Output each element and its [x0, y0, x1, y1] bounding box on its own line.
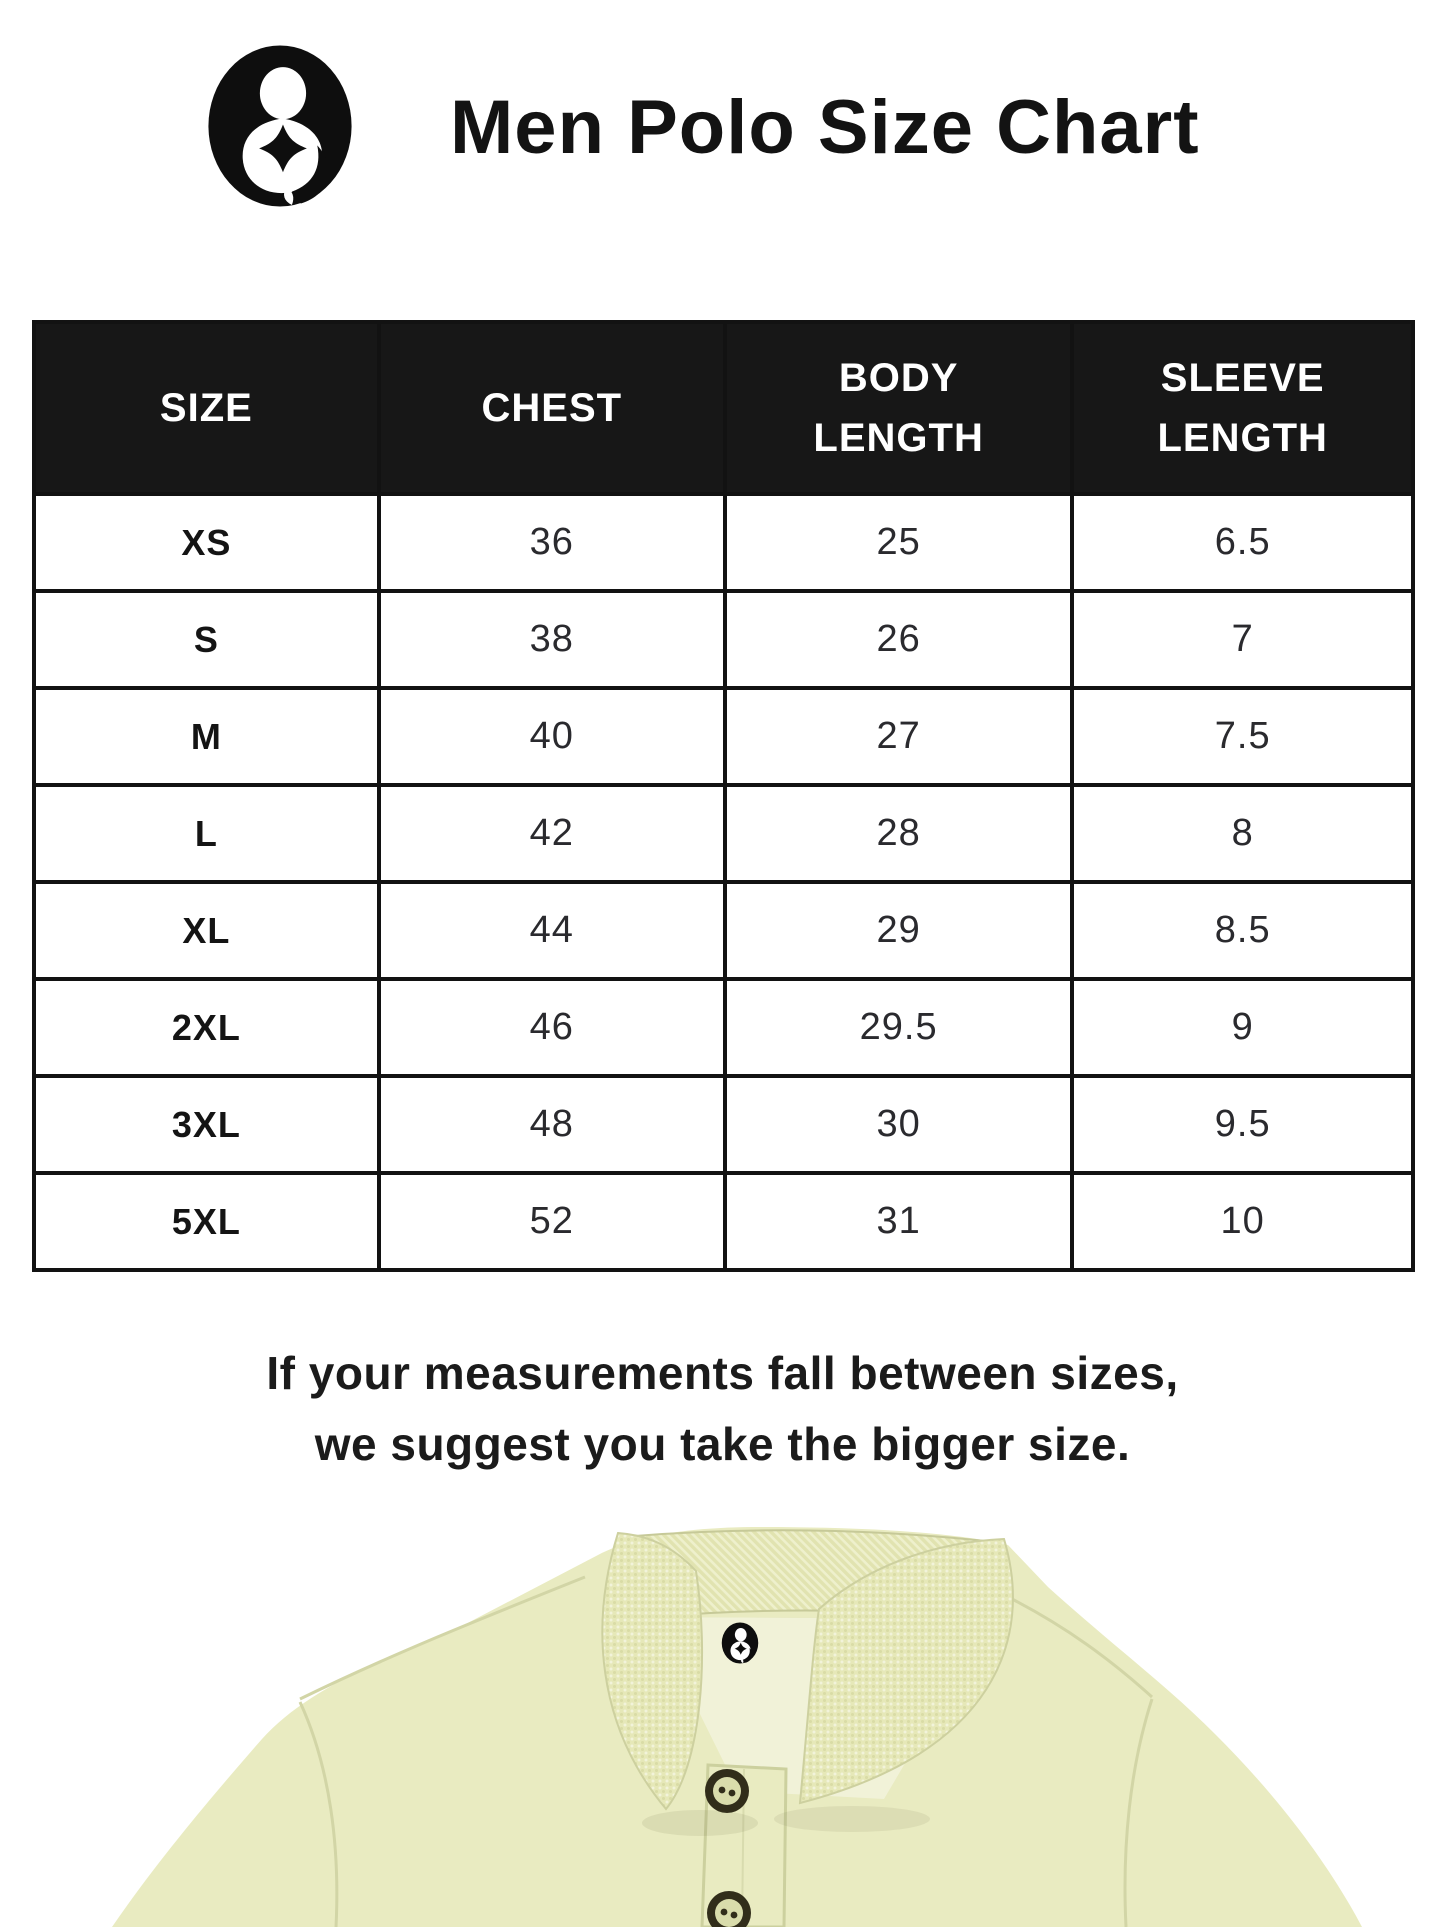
table-row: XS 36 25 6.5	[32, 492, 1415, 593]
measurement-cell: 27	[722, 686, 1075, 787]
size-cell: 2XL	[32, 977, 381, 1078]
measurement-cell: 10	[1070, 1171, 1415, 1272]
collar-shadow	[774, 1806, 930, 1832]
collar-shadow	[642, 1810, 758, 1836]
size-cell: XL	[32, 880, 381, 981]
brand-logo-icon	[184, 44, 376, 208]
polo-shirt-illustration	[112, 1527, 1362, 1927]
page-title: Men Polo Size Chart	[450, 85, 1200, 170]
table-row: L 42 28 8	[32, 783, 1415, 884]
column-header: CHEST	[376, 320, 727, 496]
measurement-cell: 36	[376, 492, 727, 593]
polo-shirt-image	[0, 1527, 1445, 1927]
measurement-cell: 26	[722, 589, 1075, 690]
measurement-cell: 7.5	[1070, 686, 1415, 787]
size-table-body: XS 36 25 6.5 S 38 26 7 M 40 27 7.5 L 42 28 8 XL 44 29 8.5 2X…	[32, 492, 1415, 1272]
column-header: SLEEVE LENGTH	[1070, 320, 1415, 496]
size-cell: S	[32, 589, 381, 690]
measurement-cell: 46	[376, 977, 727, 1078]
measurement-cell: 8	[1070, 783, 1415, 884]
polo-button	[705, 1769, 749, 1813]
measurement-cell: 48	[376, 1074, 727, 1175]
measurement-cell: 29.5	[722, 977, 1075, 1078]
column-header: BODY LENGTH	[722, 320, 1075, 496]
size-table: SIZE CHEST BODY LENGTH SLEEVE LENGTH XS 36 25…	[32, 320, 1415, 1272]
table-row: 3XL 48 30 9.5	[32, 1074, 1415, 1175]
measurement-cell: 6.5	[1070, 492, 1415, 593]
sizing-note: If your measurements fall between sizes,…	[0, 1338, 1445, 1481]
column-header: SIZE	[32, 320, 381, 496]
measurement-cell: 28	[722, 783, 1075, 884]
shirt-seams	[298, 1575, 1154, 1927]
table-row: 5XL 52 31 10	[32, 1171, 1415, 1272]
measurement-cell: 9.5	[1070, 1074, 1415, 1175]
collar-flap-left	[601, 1531, 704, 1811]
measurement-cell: 31	[722, 1171, 1075, 1272]
table-row: M 40 27 7.5	[32, 686, 1415, 787]
size-cell: L	[32, 783, 381, 884]
measurement-cell: 40	[376, 686, 727, 787]
size-table-header-row: SIZE CHEST BODY LENGTH SLEEVE LENGTH	[32, 320, 1415, 496]
collar-flap-right	[798, 1537, 1014, 1805]
sizing-note-line: If your measurements fall between sizes,	[266, 1347, 1179, 1399]
table-row: 2XL 46 29.5 9	[32, 977, 1415, 1078]
sizing-note-line: we suggest you take the bigger size.	[314, 1418, 1131, 1471]
measurement-cell: 9	[1070, 977, 1415, 1078]
measurement-cell: 25	[722, 492, 1075, 593]
measurement-cell: 44	[376, 880, 727, 981]
size-cell: 3XL	[32, 1074, 381, 1175]
polo-button	[707, 1891, 751, 1927]
measurement-cell: 8.5	[1070, 880, 1415, 981]
table-row: XL 44 29 8.5	[32, 880, 1415, 981]
size-cell: XS	[32, 492, 381, 593]
measurement-cell: 52	[376, 1171, 727, 1272]
brand-logo-icon	[721, 1622, 759, 1664]
size-cell: M	[32, 686, 381, 787]
table-row: S 38 26 7	[32, 589, 1415, 690]
measurement-cell: 7	[1070, 589, 1415, 690]
measurement-cell: 29	[722, 880, 1075, 981]
measurement-cell: 30	[722, 1074, 1075, 1175]
measurement-cell: 38	[376, 589, 727, 690]
measurement-cell: 42	[376, 783, 727, 884]
size-cell: 5XL	[32, 1171, 381, 1272]
